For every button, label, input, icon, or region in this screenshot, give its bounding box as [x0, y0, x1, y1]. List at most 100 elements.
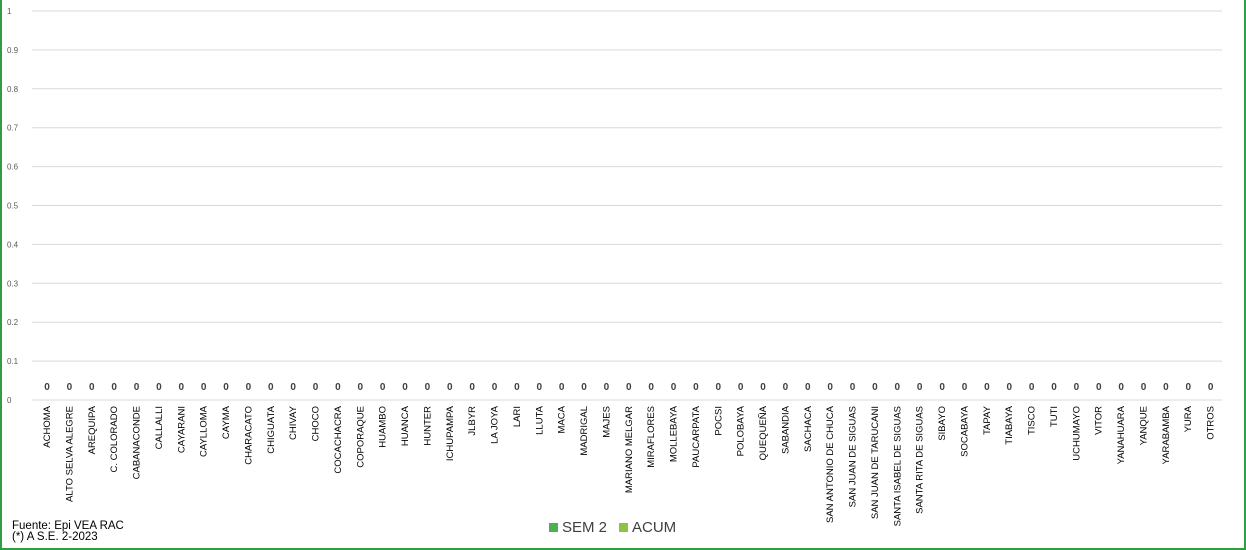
x-tick-label: HUNTER — [422, 406, 433, 446]
data-label: 0 — [1208, 382, 1214, 393]
data-label: 0 — [447, 382, 453, 393]
data-label: 0 — [44, 382, 50, 393]
x-tick-label: PAUCARPATA — [691, 405, 702, 467]
data-label: 0 — [514, 382, 520, 393]
data-label: 0 — [1185, 382, 1191, 393]
x-tick-label: POCSI — [713, 406, 724, 436]
x-tick-label: MARIANO MELGAR — [624, 406, 635, 493]
x-tick-label: YURA — [1183, 405, 1194, 432]
x-tick-label: CHIVAY — [288, 405, 299, 440]
data-label: 0 — [89, 382, 95, 393]
x-tick-label: MOLLEBAYA — [669, 405, 680, 462]
data-label: 0 — [380, 382, 386, 393]
data-label: 0 — [537, 382, 543, 393]
x-tick-label: SAN ANTONIO DE CHUCA — [825, 405, 836, 523]
x-tick-label: LARI — [512, 406, 523, 427]
x-tick-label: CAYMA — [221, 405, 232, 439]
data-label: 0 — [492, 382, 498, 393]
legend-item-sem2: SEM 2 — [549, 519, 607, 536]
x-tick-label: LA JOYA — [490, 405, 501, 444]
x-tick-label: SACHACA — [803, 405, 814, 452]
y-tick-label: 0.4 — [7, 240, 19, 249]
x-tick-label: CAYLLOMA — [199, 405, 210, 457]
x-tick-label: HUANCA — [400, 405, 411, 446]
x-tick-label: QUEQUEÑA — [758, 405, 769, 460]
x-tick-label: TIABAYA — [1004, 405, 1015, 444]
data-label: 0 — [604, 382, 610, 393]
x-axis-labels: ACHOMA ALTO SELVA ALEGRE AREQUIPA C. COLORA… — [42, 405, 1217, 526]
legend-label-acum: ACUM — [632, 519, 677, 536]
x-tick-label: COPORAQUE — [355, 406, 366, 468]
x-tick-label: CHOCO — [311, 406, 322, 441]
x-tick-label: YARABAMBA — [1161, 405, 1172, 464]
data-label: 0 — [1118, 382, 1124, 393]
data-label: 0 — [178, 382, 184, 393]
data-label: 0 — [1006, 382, 1012, 393]
x-tick-label: CAYARANI — [176, 406, 187, 453]
data-label: 0 — [559, 382, 565, 393]
legend-label-sem2: SEM 2 — [562, 519, 608, 536]
x-tick-label: VITOR — [1094, 406, 1105, 435]
x-tick-label: HUAMBO — [378, 406, 389, 448]
x-tick-label: SANTA ISABEL DE SIGUAS — [892, 406, 903, 526]
data-label: 0 — [425, 382, 431, 393]
legend-item-acum: ACUM — [619, 519, 676, 536]
data-label: 0 — [1096, 382, 1102, 393]
gridlines — [32, 10, 1222, 401]
x-tick-label: TISCO — [1027, 406, 1038, 435]
y-tick-label: 0.5 — [7, 202, 19, 211]
x-tick-label: ALTO SELVA ALEGRE — [64, 406, 75, 502]
x-tick-label: YANQUE — [1138, 406, 1149, 445]
x-tick-label: OTROS — [1206, 406, 1217, 440]
x-tick-label: CALLALLI — [154, 406, 165, 449]
x-tick-label: SANTA RITA DE SIGUAS — [915, 406, 926, 514]
data-label: 0 — [1163, 382, 1169, 393]
source-line-1: Fuente: Epi VEA RAC — [12, 520, 124, 532]
data-label: 0 — [850, 382, 856, 393]
source-line-2: (*) A S.E. 2-2023 — [12, 531, 98, 543]
x-tick-label: C. COLORADO — [109, 406, 120, 473]
data-label: 0 — [895, 382, 901, 393]
y-tick-label: 0 — [7, 396, 12, 405]
x-tick-label: MAJES — [601, 406, 612, 438]
y-tick-label: 0.6 — [7, 163, 19, 172]
data-label: 0 — [156, 382, 162, 393]
data-label: 0 — [1074, 382, 1080, 393]
data-label: 0 — [313, 382, 319, 393]
data-label: 0 — [581, 382, 587, 393]
x-tick-label: CHARACATO — [243, 406, 254, 465]
x-tick-label: SOCABAYA — [959, 405, 970, 457]
data-label: 0 — [290, 382, 296, 393]
x-tick-label: SIBAYO — [937, 406, 948, 441]
data-label: 0 — [738, 382, 744, 393]
data-label: 0 — [246, 382, 252, 393]
x-tick-label: AREQUIPA — [87, 405, 98, 454]
data-label: 0 — [760, 382, 766, 393]
data-label: 0 — [1029, 382, 1035, 393]
x-tick-label: LLUTA — [534, 405, 545, 435]
x-tick-label: TAPAY — [982, 405, 993, 435]
data-label: 0 — [693, 382, 699, 393]
data-label: 0 — [402, 382, 408, 393]
data-label: 0 — [917, 382, 923, 393]
x-tick-label: MADRIGAL — [579, 406, 590, 456]
data-label: 0 — [783, 382, 789, 393]
y-tick-label: 1 — [7, 7, 12, 16]
data-label: 0 — [67, 382, 73, 393]
x-tick-label: MACA — [557, 405, 568, 433]
x-tick-label: UCHUMAYO — [1071, 406, 1082, 461]
x-tick-label: ACHOMA — [42, 405, 53, 447]
data-label: 0 — [469, 382, 475, 393]
data-label: 0 — [1141, 382, 1147, 393]
y-tick-label: 0.7 — [7, 124, 19, 133]
x-tick-label: TUTI — [1049, 406, 1060, 427]
x-tick-label: SAN JUAN DE TARUCANI — [870, 406, 881, 519]
y-tick-label: 0.2 — [7, 318, 19, 327]
y-tick-label: 0.1 — [7, 357, 19, 366]
data-label: 0 — [268, 382, 274, 393]
y-tick-label: 0.8 — [7, 85, 19, 94]
x-tick-label: ICHUPAMPA — [445, 405, 456, 461]
x-tick-label: MIRAFLORES — [646, 406, 657, 468]
